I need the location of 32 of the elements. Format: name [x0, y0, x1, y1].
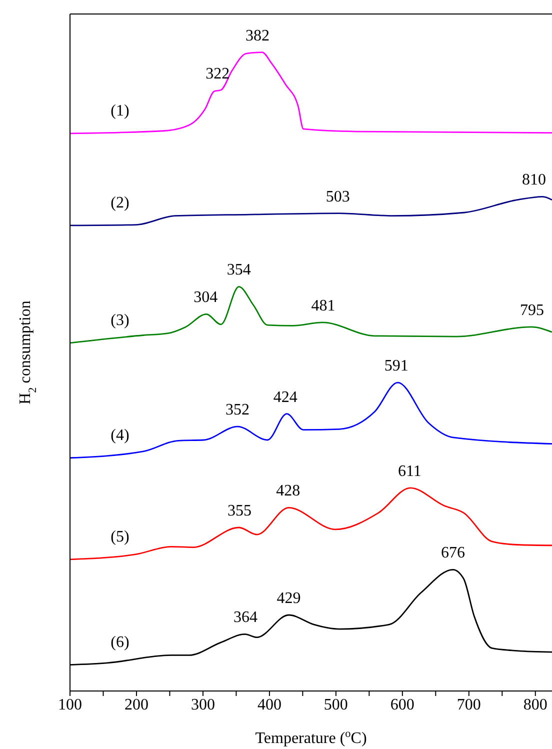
annotation: 429	[276, 590, 301, 607]
x-tick-label: 800	[523, 696, 548, 714]
x-tick-label: 500	[324, 696, 348, 714]
x-axis-title: Temperature ($^{o}$C)	[255, 728, 367, 747]
series-label: (3)	[110, 312, 130, 329]
annotation: 503	[326, 188, 350, 206]
x-tick-label: 400	[257, 696, 282, 714]
annotation: 591	[384, 358, 408, 375]
series-label: (2)	[110, 194, 130, 212]
x-tick-label: 300	[190, 696, 215, 714]
annotation: 322	[206, 66, 230, 83]
annotation: 424	[273, 388, 298, 406]
annotation: 428	[276, 482, 300, 500]
annotation: 304	[194, 289, 218, 306]
series-label: (6)	[110, 634, 130, 651]
annotation: 355	[228, 502, 252, 520]
annotation: 810	[522, 172, 546, 189]
annotation: 354	[226, 262, 251, 279]
x-tick-label: 200	[124, 696, 148, 714]
annotation: 382	[245, 27, 270, 44]
annotation: 352	[226, 402, 250, 419]
annotation: 364	[234, 609, 258, 626]
series-label: (4)	[110, 426, 130, 444]
annotation: 795	[520, 302, 544, 319]
series-label: (5)	[110, 528, 130, 546]
x-tick-label: 700	[456, 696, 481, 714]
annotation: 481	[311, 297, 336, 314]
annotation: 611	[398, 462, 422, 480]
x-tick-label: 600	[390, 696, 414, 714]
x-tick-label: 100	[58, 696, 82, 714]
annotation: 676	[440, 544, 465, 562]
series-label: (1)	[110, 102, 130, 120]
